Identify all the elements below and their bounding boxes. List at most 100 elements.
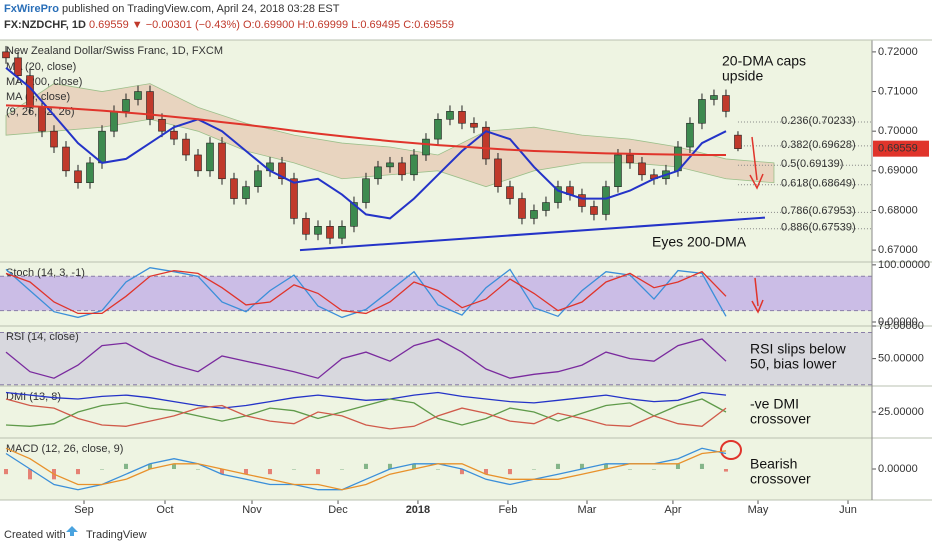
published: published on TradingView.com, April 24, … [62, 3, 340, 15]
candle-body [14, 57, 22, 76]
histogram-bar [675, 463, 680, 469]
candle-body [434, 118, 442, 140]
candle-body [722, 95, 730, 112]
histogram-bar [459, 469, 464, 475]
fib-label: 0.618(0.68649) [781, 178, 856, 190]
y-tick-label: 100.00000 [878, 259, 930, 271]
annotation: 20-DMA caps [722, 53, 806, 69]
x-tick-label: Apr [664, 504, 681, 516]
annotation: RSI slips below [750, 341, 847, 357]
candle-body [290, 178, 298, 219]
candle-body [554, 186, 562, 203]
candle-body [734, 134, 742, 149]
y-tick-label: 50.00000 [878, 353, 924, 365]
histogram-bar [723, 469, 728, 472]
annotation: crossover [750, 471, 811, 487]
x-tick-label: May [748, 504, 769, 516]
y-tick-label: 25.00000 [878, 406, 924, 418]
annotation: crossover [750, 411, 811, 427]
candle-body [278, 162, 286, 180]
candle-body [578, 194, 586, 207]
candle-body [170, 130, 178, 140]
annotation: upside [722, 68, 763, 84]
candle-body [398, 162, 406, 176]
pane-title: RSI (14, close) [6, 331, 79, 343]
candle-body [686, 122, 694, 148]
histogram-bar [651, 469, 656, 470]
candle-body [86, 162, 94, 184]
publisher: FxWirePro [4, 3, 59, 15]
x-tick-label: Sep [74, 504, 94, 516]
arrow [751, 277, 764, 314]
candle-body [698, 99, 706, 124]
candle-body [110, 111, 118, 132]
candle-body [614, 154, 622, 187]
histogram-bar [363, 463, 368, 469]
histogram-bar [603, 463, 608, 469]
footer-created: Created with [4, 529, 66, 541]
candle-body [542, 202, 550, 211]
histogram-bar [219, 469, 224, 475]
candle-body [194, 154, 202, 172]
y-tick-label: 0.72000 [878, 46, 918, 58]
candle-body [530, 210, 538, 219]
candle-body [590, 206, 598, 215]
candle-body [158, 118, 166, 132]
candle-body [482, 126, 490, 160]
annotation: Eyes 200-DMA [652, 234, 747, 250]
y-tick-label: 0.68000 [878, 204, 918, 216]
price-tag [873, 140, 929, 157]
histogram-bar [531, 469, 536, 470]
histogram-bar [123, 463, 128, 469]
histogram-bar [195, 469, 200, 470]
y-tick-label: 75.00000 [878, 320, 924, 332]
histogram-bar [699, 463, 704, 469]
indicator-line [5, 447, 727, 491]
indicator-label: MA (20, close) [6, 61, 76, 73]
quote-line: FX:NZDCHF, 1D 0.69559 ▼ −0.00301 (−0.43%… [4, 19, 454, 31]
y-tick-label: 0.67000 [878, 244, 918, 256]
histogram-bar [627, 469, 632, 470]
histogram-bar [435, 469, 440, 470]
band [0, 332, 872, 385]
histogram-bar [171, 463, 176, 469]
highlight-circle [720, 440, 742, 460]
y-tick-label: 0.00000 [878, 463, 918, 475]
histogram-bar [99, 469, 104, 470]
histogram-bar [315, 469, 320, 475]
candle-body [602, 186, 610, 215]
fib-label: 0.886(0.67539) [781, 222, 856, 234]
histogram-bar [387, 463, 392, 469]
candle-body [494, 158, 502, 187]
histogram-bar [555, 463, 560, 469]
pane-title: New Zealand Dollar/Swiss Franc, 1D, FXCM [6, 45, 223, 57]
fib-label: 0.786(0.67953) [781, 205, 856, 217]
y-tick-label: 0.00000 [878, 316, 918, 328]
candle-body [38, 107, 46, 132]
annotation: Bearish [750, 456, 797, 472]
cloud [5, 83, 775, 188]
x-tick-label: Jun [839, 504, 857, 516]
candle-body [350, 202, 358, 227]
candle-body [182, 138, 190, 156]
fib-label: 0.236(0.70233) [781, 115, 856, 127]
candle-body [710, 95, 718, 100]
quote: 0.69559 ▼ −0.00301 (−0.43%) O:0.69900 H:… [89, 19, 454, 31]
arrow [749, 136, 764, 190]
annotation: -ve DMI [750, 396, 799, 412]
candle-body [626, 154, 634, 164]
y-tick-label: 0.69000 [878, 165, 918, 177]
candle-body [338, 226, 346, 239]
candle-body [506, 186, 514, 199]
fib-label: 0.5(0.69139) [781, 158, 843, 170]
footer-brand[interactable]: TradingView [86, 529, 147, 541]
candle-body [326, 226, 334, 239]
candle-body [470, 122, 478, 128]
histogram-bar [3, 469, 8, 475]
ma-line [5, 67, 727, 220]
candle-body [302, 218, 310, 235]
histogram-bar [267, 469, 272, 475]
y-tick-label: 0.70000 [878, 125, 918, 137]
candle-body [518, 198, 526, 219]
